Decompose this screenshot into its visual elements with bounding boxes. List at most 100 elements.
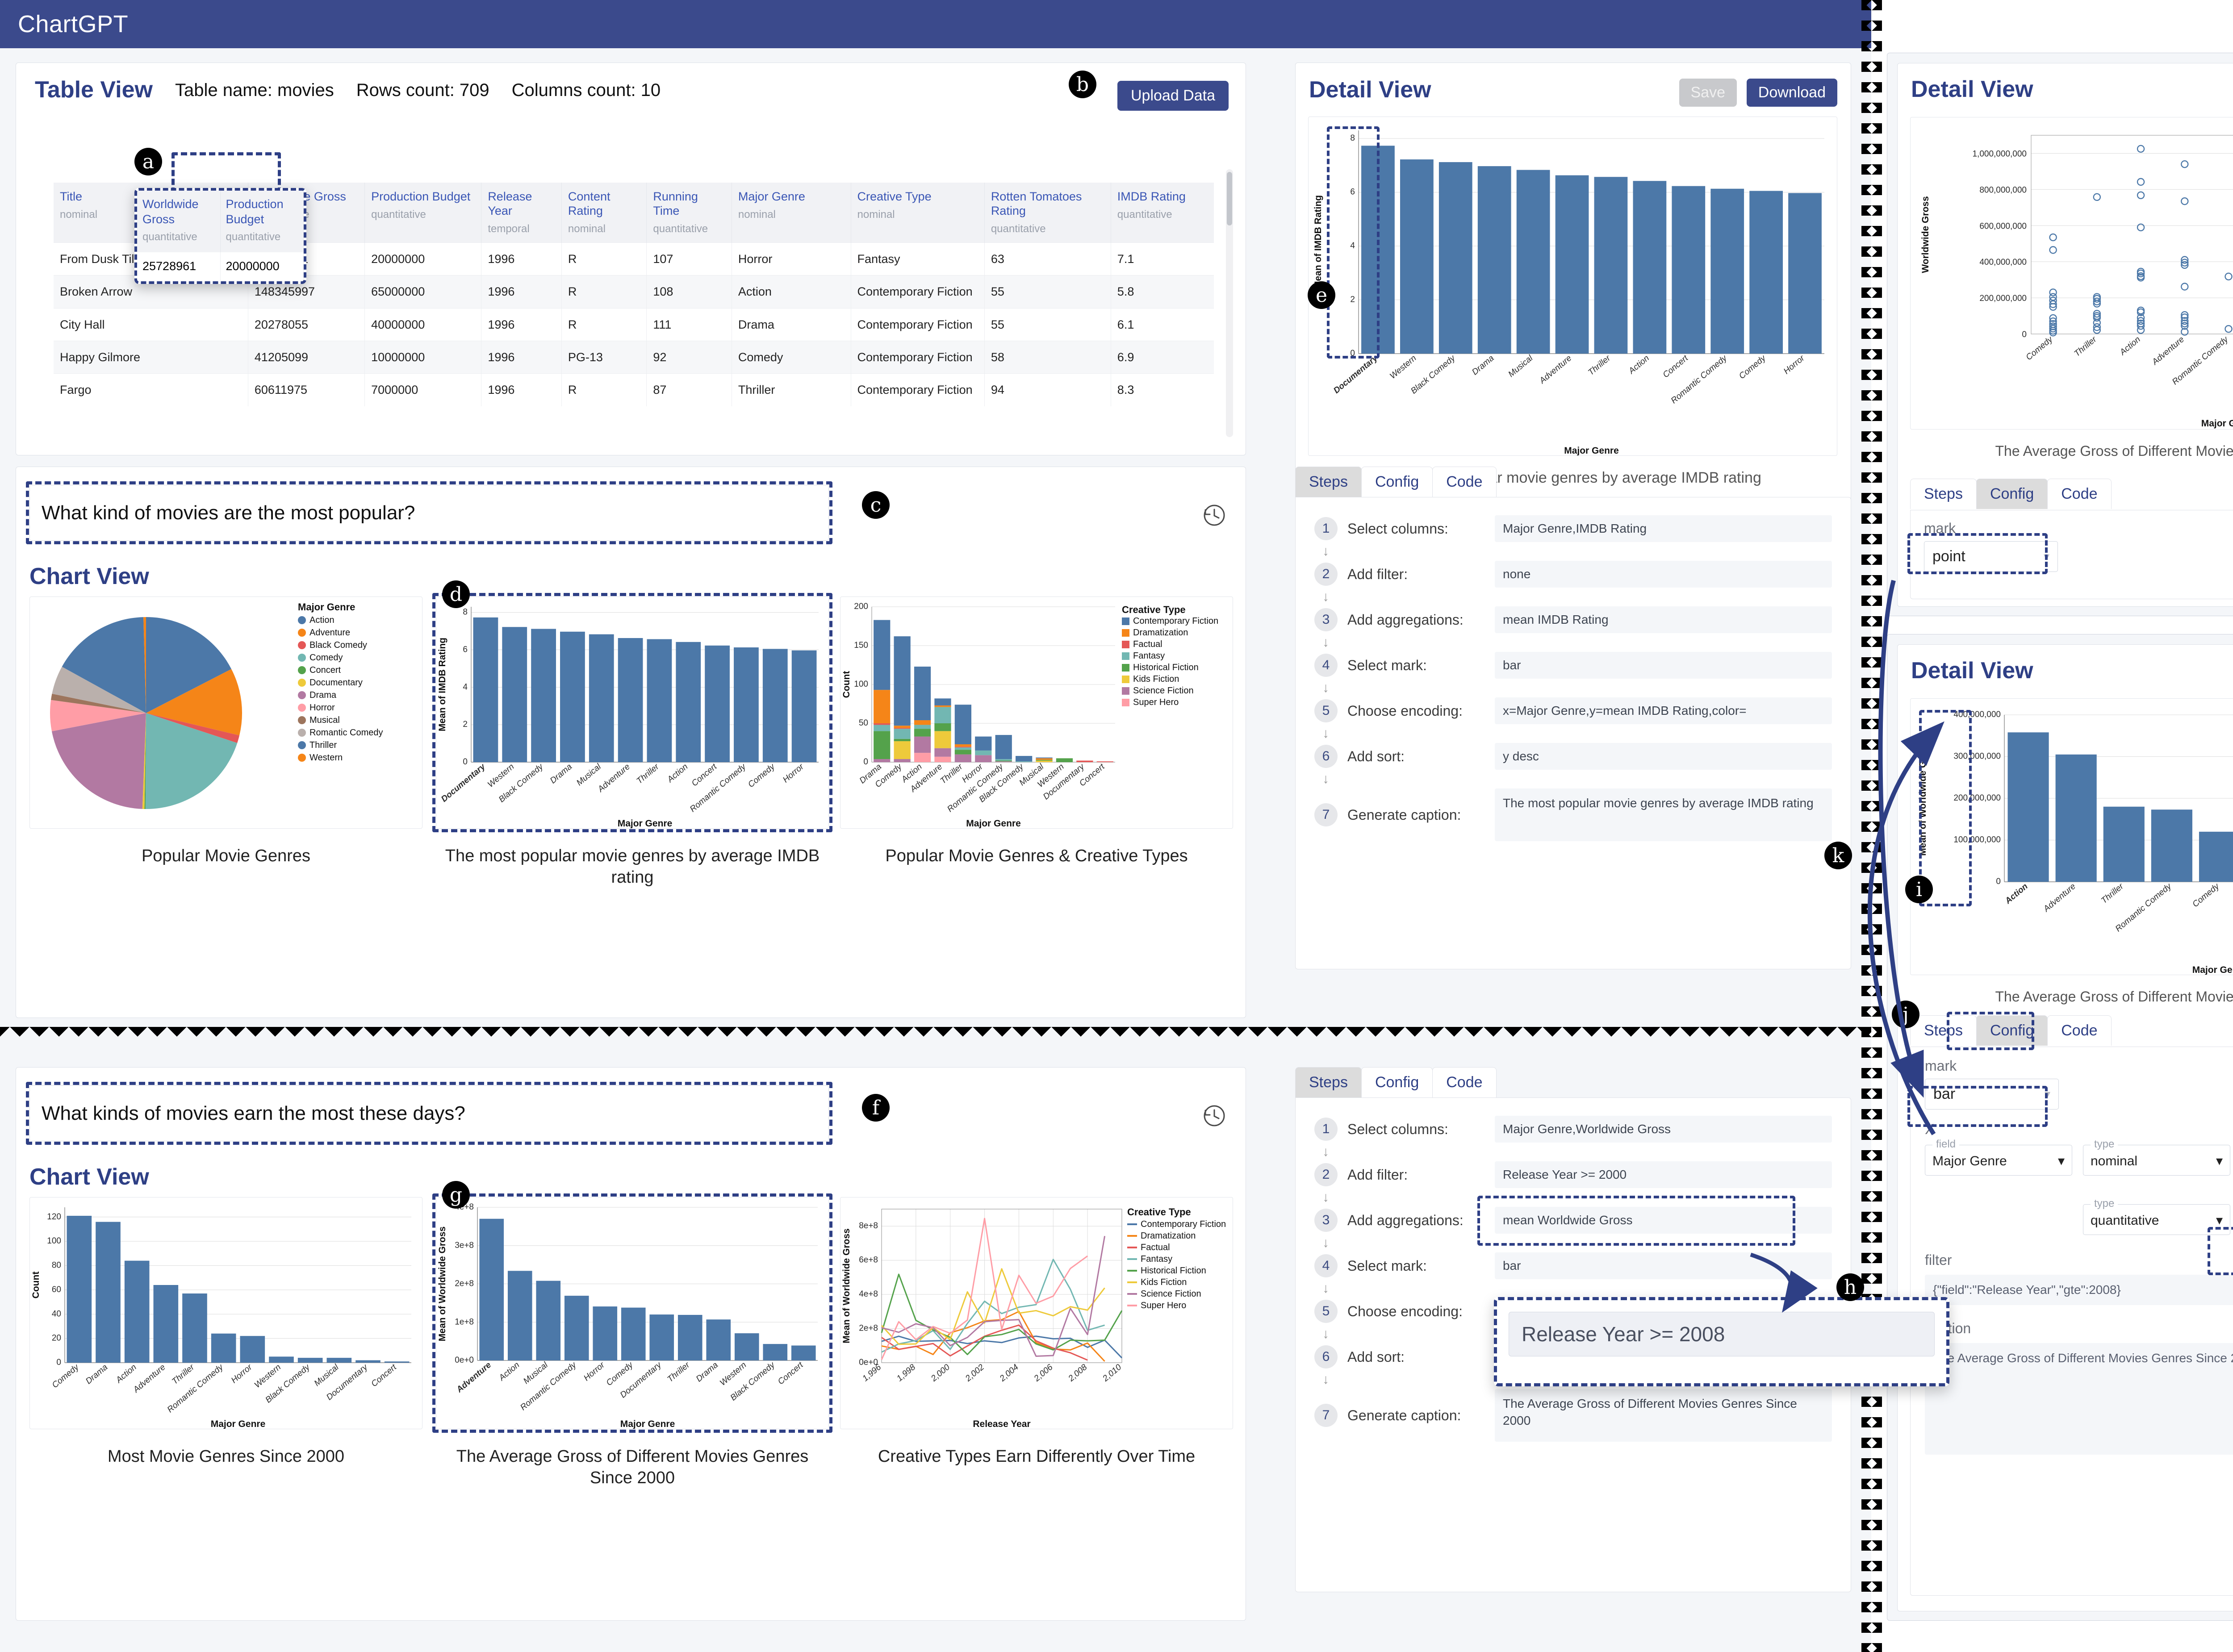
table-cell: R [561, 308, 647, 341]
detail-chart-card-main[interactable]: 0 2 4 6 8 Documentary Western Black Comedy Drama… [1308, 117, 1837, 456]
table-column-header[interactable]: IMDB Rating quantitative [1111, 183, 1214, 243]
marker-h: h [1836, 1273, 1864, 1301]
table-cell: Thriller [732, 373, 851, 406]
step-value[interactable]: Major Genre,Worldwide Gross [1495, 1116, 1832, 1143]
tab-config-bottom[interactable]: Config [1361, 1067, 1433, 1097]
step-value[interactable]: none [1495, 561, 1832, 588]
table-column-header[interactable]: Rotten Tomatoes Rating quantitative [984, 183, 1111, 243]
x-field-select[interactable]: field Major Genre ▾ [1925, 1138, 2072, 1176]
chart-card-lines[interactable]: 0e+0 2e+8 4e+8 6e+8 8e+8 1,996 1,998 2,000 2,002… [840, 1197, 1233, 1429]
svg-text:400,000,000: 400,000,000 [1979, 258, 2027, 267]
svg-text:Drama: Drama [1470, 354, 1496, 377]
tab-code-top[interactable]: Code [1432, 467, 1497, 497]
table-column-header[interactable]: Content Rating nominal [561, 183, 647, 243]
bottom-query-chart-panel: What kinds of movies earn the most these… [16, 1067, 1246, 1621]
svg-text:2,004: 2,004 [998, 1363, 1020, 1384]
svg-text:8: 8 [463, 608, 468, 617]
history-clock-icon[interactable] [1202, 503, 1227, 528]
step-value[interactable]: x=Major Genre,y=mean IMDB Rating,color= [1495, 697, 1832, 724]
chart-card-pie[interactable]: Major Genre Action Adventure Black Comedy Co… [29, 597, 422, 829]
x-type-select[interactable]: type nominal ▾ [2083, 1138, 2230, 1176]
step-value[interactable]: y desc [1495, 743, 1832, 770]
y-type-select[interactable]: type quantitative ▾ [2083, 1197, 2230, 1235]
table-row[interactable]: Happy Gilmore 41205099 10000000 1996 PG-13 92… [54, 340, 1214, 374]
table-column-header[interactable]: Production Budget quantitative [364, 183, 482, 243]
table-row[interactable]: Fargo 60611975 7000000 1996 R 87 Thriller Conte… [54, 373, 1214, 406]
table-cell: 20278055 [248, 308, 365, 341]
tab-steps-scatter[interactable]: Steps [1910, 479, 1977, 509]
table-column-header[interactable]: Release Year temporal [481, 183, 562, 243]
tab-steps-bottom[interactable]: Steps [1295, 1067, 1362, 1097]
step-value[interactable]: bar [1495, 652, 1832, 679]
table-column-header[interactable]: Running Time quantitative [646, 183, 732, 243]
step-value[interactable]: mean IMDB Rating [1495, 606, 1832, 633]
chevron-down-icon: ▾ [2216, 1213, 2223, 1228]
chart-card-gross-2000[interactable]: 0e+0 1e+8 2e+8 3e+8 4e+8 Adventure Action Music… [436, 1197, 829, 1429]
column-type: quantitative [1117, 208, 1172, 221]
step-value[interactable]: The Average Gross of Different Movies Ge… [1495, 1389, 1832, 1442]
detail-view-scatter-title: Detail View [1911, 76, 2033, 102]
filter-value-box[interactable]: {"field":"Release Year","gte":2008} [1925, 1275, 2233, 1305]
detail-chart-card-scatter[interactable]: 0 200,000,000 400,000,000 600,000,000 800,00… [1910, 117, 2233, 430]
tab-config-top[interactable]: Config [1361, 467, 1433, 497]
tab-config-bar2008[interactable]: Config [1976, 1015, 2048, 1046]
table-column-header[interactable]: Major Genre nominal [732, 183, 851, 243]
marker-j: j [1892, 1001, 1919, 1028]
tab-steps-bar2008[interactable]: Steps [1910, 1015, 1977, 1046]
table-cell: 41205099 [248, 340, 365, 374]
tab-code-bottom[interactable]: Code [1432, 1067, 1497, 1097]
top-query-chart-panel: What kind of movies are the most popular… [16, 467, 1246, 1018]
svg-text:0: 0 [2022, 330, 2027, 339]
step-label: Add sort: [1347, 1348, 1405, 1365]
svg-text:Action: Action [309, 615, 335, 625]
step-value[interactable]: Release Year >= 2000 [1495, 1161, 1832, 1188]
table-vertical-scrollbar[interactable] [1226, 169, 1233, 437]
tab-config-scatter[interactable]: Config [1976, 479, 2048, 509]
download-button-main[interactable]: Download [1746, 79, 1837, 107]
chart-card-count-2000[interactable]: 0 20 40 60 80 100 120 Comedy Drama Action Adventur… [29, 1197, 422, 1429]
svg-text:Action: Action [497, 1360, 522, 1383]
save-button-main[interactable]: Save [1679, 79, 1737, 107]
table-column-header[interactable]: Creative Type nominal [851, 183, 985, 243]
step-row: 2 Add filter: Release Year >= 2000 [1314, 1161, 1832, 1188]
svg-text:Action: Action [2118, 335, 2142, 358]
tab-steps-top[interactable]: Steps [1295, 467, 1362, 497]
pie-chart-genres: Major Genre Action Adventure Black Comedy Co… [50, 601, 383, 809]
question-input-top[interactable]: What kind of movies are the most popular… [29, 485, 829, 541]
chart-card-stacked[interactable]: 0 50 100 150 200 Drama Comedy Action Adventure Th… [840, 597, 1233, 829]
chevron-down-icon: ▾ [2057, 1154, 2065, 1168]
tab-code-bar2008[interactable]: Code [2047, 1015, 2112, 1046]
tab-code-scatter[interactable]: Code [2047, 479, 2112, 509]
column-name: Creative Type [857, 190, 932, 203]
step-label: Add filter: [1347, 566, 1408, 582]
table-cell: Contemporary Fiction [851, 275, 985, 308]
chart-caption-count-2000: Most Movie Genres Since 2000 [107, 1447, 345, 1466]
detail-view-bar2008-panel: Detail View Save Download 0100,000,00020… [1887, 634, 2233, 1621]
svg-text:6: 6 [463, 645, 468, 654]
history-clock-icon[interactable] [1202, 1103, 1227, 1128]
table-cell: 55 [984, 275, 1111, 308]
table-row[interactable]: City Hall 20278055 40000000 1996 R 111 Drama Co… [54, 308, 1214, 341]
svg-text:Count: Count [841, 671, 852, 698]
step-arrow-icon: ↓ [1322, 544, 1329, 559]
step-number: 6 [1314, 745, 1338, 768]
table-cell: 63 [984, 242, 1111, 275]
step-value[interactable]: Major Genre,IMDB Rating [1495, 515, 1832, 542]
question-input-bottom[interactable]: What kinds of movies earn the most these… [29, 1085, 829, 1141]
step-value[interactable]: mean Worldwide Gross [1495, 1207, 1832, 1234]
mark-select-scatter[interactable]: point ▾ [1924, 541, 2058, 572]
mark-select-bar[interactable]: bar ▾ [1925, 1079, 2059, 1110]
caption-textarea[interactable]: The Average Gross of Different Movies Ge… [1925, 1343, 2233, 1455]
step-value[interactable]: The most popular movie genres by average… [1495, 788, 1832, 841]
svg-text:Musical: Musical [575, 762, 603, 788]
step-label: Generate caption: [1347, 1407, 1461, 1423]
svg-text:Mean of IMDB Rating: Mean of IMDB Rating [1313, 195, 1323, 289]
step-number: 4 [1314, 1254, 1338, 1277]
upload-data-button[interactable]: Upload Data [1117, 81, 1229, 111]
detail-chart-card-bar2008[interactable]: 0 100,000,000 200,000,000 300,000,000 400,00… [1910, 698, 2233, 975]
svg-text:3e+8: 3e+8 [455, 1241, 474, 1250]
svg-text:Major Genre: Major Genre [298, 601, 355, 613]
popup-column-value: 20000000 [221, 252, 304, 280]
chart-card-imdb-bar[interactable]: 0 2 4 6 8 Documentary Western Black Comedy Drama… [436, 597, 829, 829]
config-filter-label: filter [1925, 1252, 1952, 1268]
